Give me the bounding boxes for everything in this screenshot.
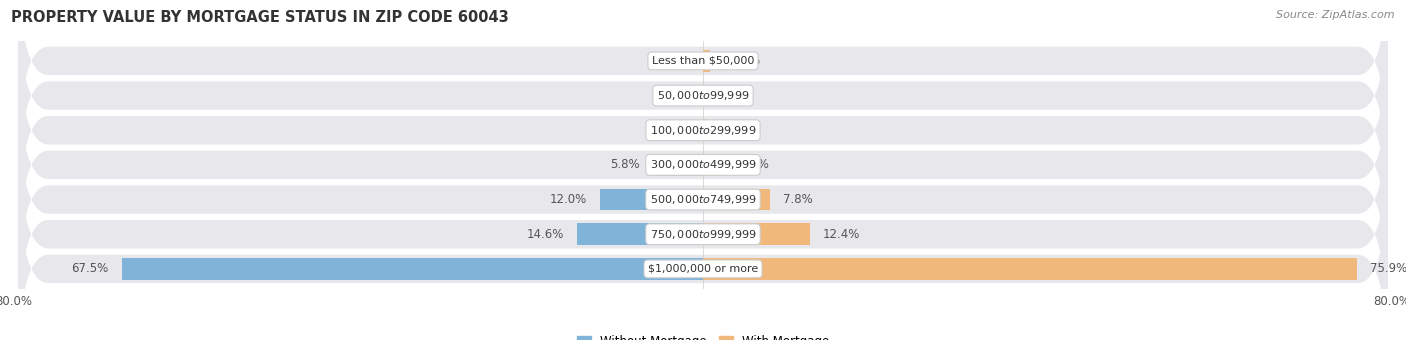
FancyBboxPatch shape [18,127,1388,340]
Text: 0.0%: 0.0% [661,54,690,67]
FancyBboxPatch shape [18,0,1388,203]
Legend: Without Mortgage, With Mortgage: Without Mortgage, With Mortgage [572,330,834,340]
Text: $750,000 to $999,999: $750,000 to $999,999 [650,228,756,241]
Bar [703,50,710,72]
Text: $1,000,000 or more: $1,000,000 or more [648,264,758,274]
FancyBboxPatch shape [18,162,1388,340]
Bar [122,258,703,279]
Text: $500,000 to $749,999: $500,000 to $749,999 [650,193,756,206]
FancyBboxPatch shape [18,92,1388,307]
Text: 67.5%: 67.5% [72,262,108,275]
Text: PROPERTY VALUE BY MORTGAGE STATUS IN ZIP CODE 60043: PROPERTY VALUE BY MORTGAGE STATUS IN ZIP… [11,10,509,25]
Text: Source: ZipAtlas.com: Source: ZipAtlas.com [1277,10,1395,20]
Bar [578,223,703,245]
Text: 12.4%: 12.4% [823,228,860,241]
Text: 7.8%: 7.8% [783,193,813,206]
Bar [703,258,1357,279]
Text: 0.0%: 0.0% [661,124,690,137]
FancyBboxPatch shape [18,23,1388,237]
Bar [703,119,707,141]
Text: $50,000 to $99,999: $50,000 to $99,999 [657,89,749,102]
Text: 12.0%: 12.0% [550,193,586,206]
Text: $100,000 to $299,999: $100,000 to $299,999 [650,124,756,137]
Text: 14.6%: 14.6% [527,228,564,241]
Text: 5.8%: 5.8% [610,158,640,171]
Text: 0.0%: 0.0% [716,89,745,102]
Text: 0.0%: 0.0% [661,89,690,102]
Text: Less than $50,000: Less than $50,000 [652,56,754,66]
Text: 2.7%: 2.7% [740,158,769,171]
FancyBboxPatch shape [18,0,1388,168]
Bar [599,189,703,210]
FancyBboxPatch shape [18,58,1388,272]
Text: 0.82%: 0.82% [723,54,761,67]
Bar [703,223,810,245]
Text: 75.9%: 75.9% [1369,262,1406,275]
Bar [703,154,727,176]
Text: $300,000 to $499,999: $300,000 to $499,999 [650,158,756,171]
Text: 0.41%: 0.41% [720,124,756,137]
Bar [652,154,703,176]
Bar [703,189,770,210]
